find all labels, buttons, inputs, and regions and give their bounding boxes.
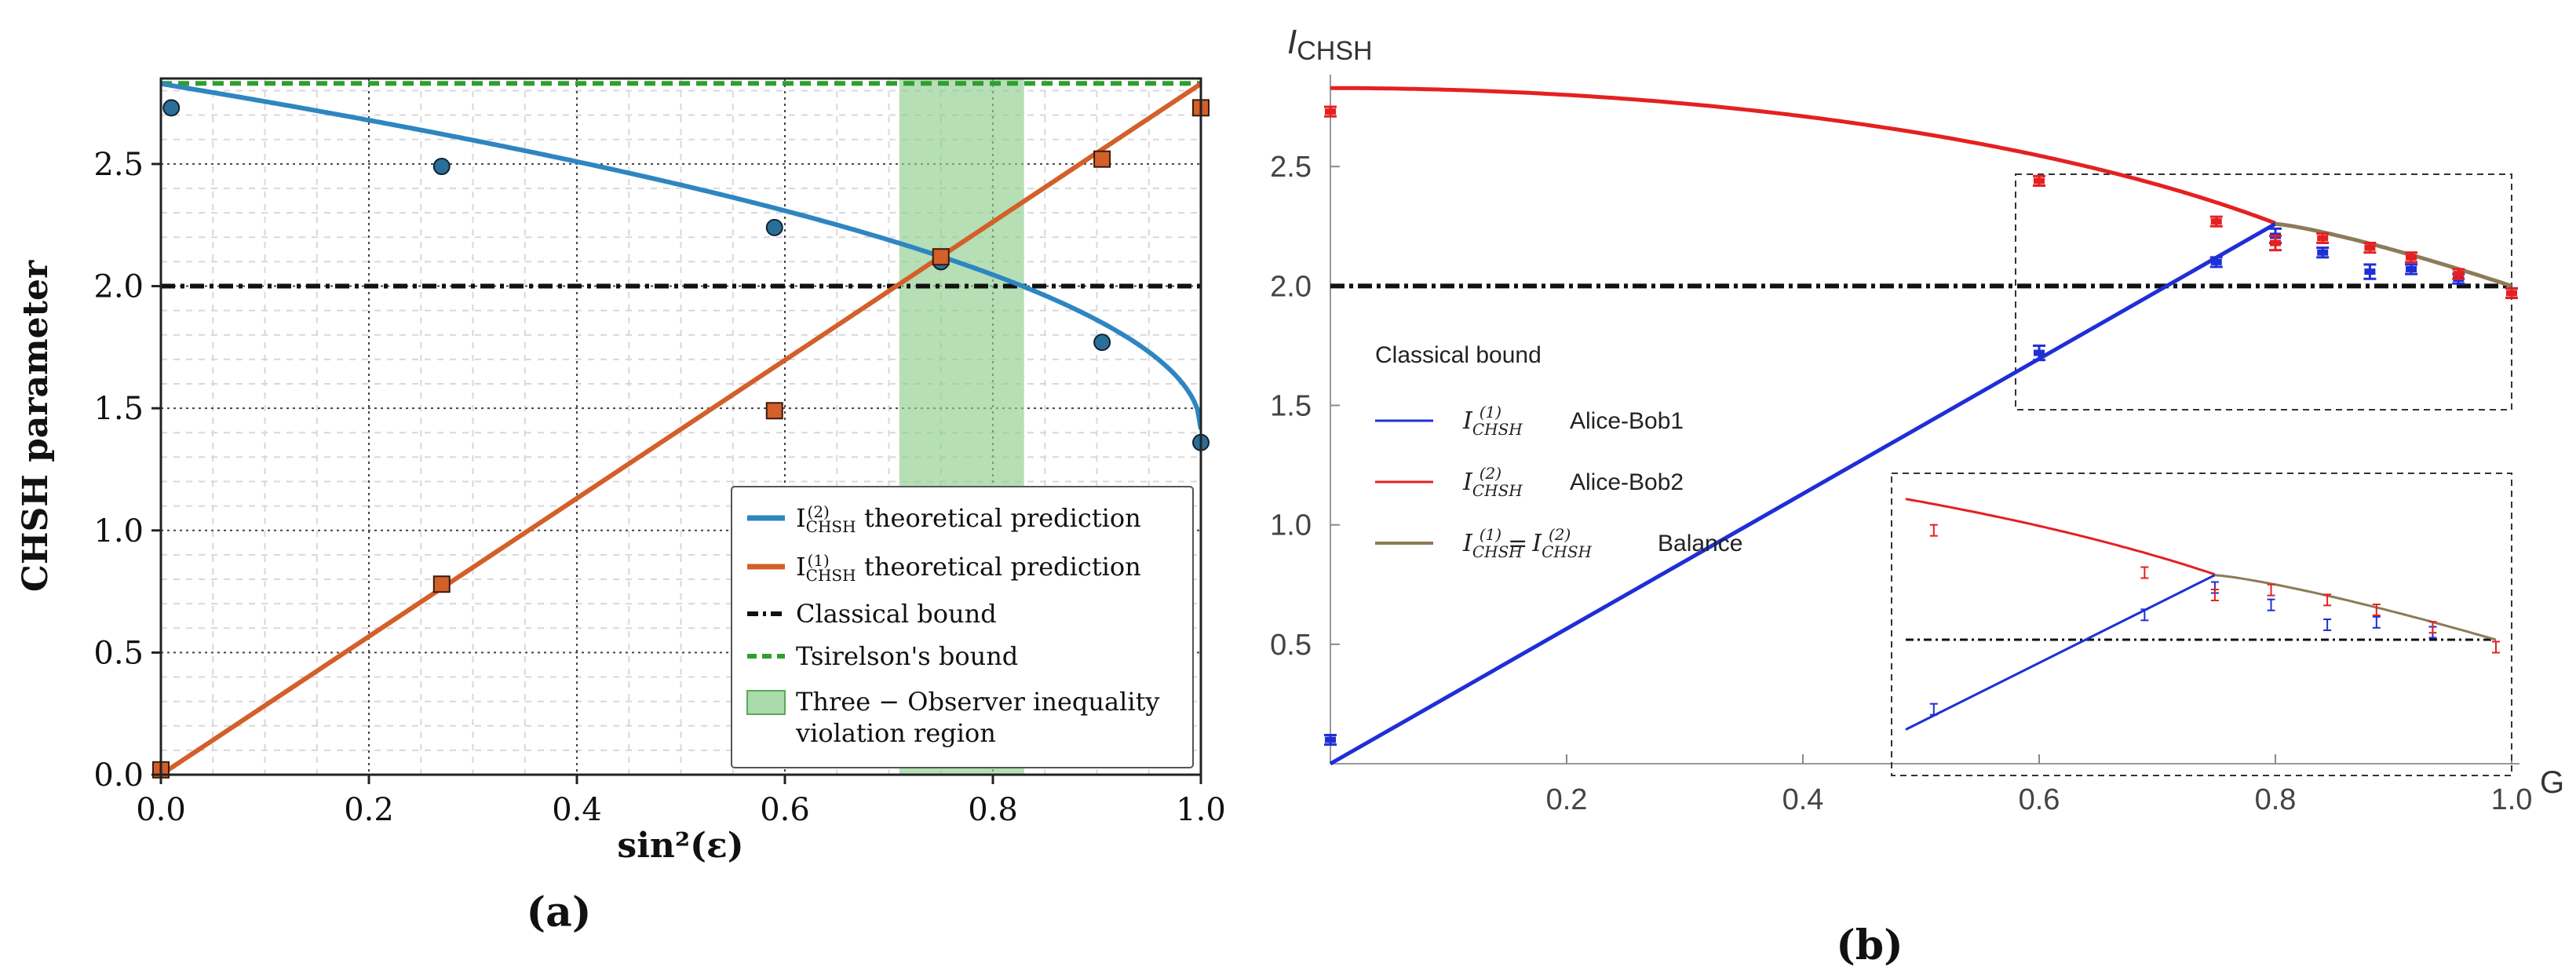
x-tick-label-a: 0.8 <box>968 792 1018 828</box>
zoom-region-box <box>2015 173 2512 411</box>
legend-symbol-i2-b: ICHSH(2) <box>1462 464 1523 500</box>
data-point-b <box>2364 268 2376 276</box>
panel-a: 0.0 0.2 0.4 0.6 0.8 1.0 0.0 0.5 1.0 1.5 2.0 2.5 CHS… <box>16 77 1226 936</box>
x-tick-label-a: 0.4 <box>552 792 602 828</box>
y-tick-label-a: 0.5 <box>93 635 144 671</box>
legend-symbol-i1-b: ICHSH(1) <box>1462 403 1523 439</box>
data-point-b <box>2317 249 2329 256</box>
data-point-b <box>2506 290 2517 297</box>
y-tick-label-a: 2.5 <box>93 147 144 183</box>
curve-alice-bob1 <box>1329 222 2277 766</box>
y-tick-label-a: 0.0 <box>93 757 144 794</box>
y-tick-label-a: 1.0 <box>93 513 144 549</box>
x-tick-label-a: 0.2 <box>344 792 394 828</box>
axes-b <box>1330 75 2519 765</box>
data-point-i2 <box>432 158 451 176</box>
legend-label-alice-bob1: Alice-Bob1 <box>1570 408 1684 434</box>
theory-curves-a <box>161 81 1201 775</box>
inset-curve-alice-bob2 <box>1905 498 2216 576</box>
legend-label-alice-bob2: Alice-Bob2 <box>1570 469 1684 495</box>
data-point-b <box>2270 239 2281 246</box>
data-point-b <box>1325 736 1336 743</box>
x-tick-label-b: 0.8 <box>2255 783 2297 816</box>
panel-b: 0.2 0.4 0.6 0.8 1.0 0.5 1.0 1.5 2.0 2.5 ICHSH G (… <box>1270 23 2564 969</box>
inset-plot <box>1905 498 2500 731</box>
data-point-i1 <box>432 575 451 593</box>
inset-curve-balance <box>2214 574 2497 641</box>
data-point-b <box>2406 266 2417 273</box>
bound-lines-a <box>161 81 1201 289</box>
x-axis-label-b: G <box>2540 765 2564 800</box>
data-point-b <box>2453 271 2465 278</box>
data-point-i2 <box>765 218 783 236</box>
y-tick-label-b: 1.5 <box>1270 390 1312 423</box>
data-point-b <box>2364 244 2376 251</box>
data-point-b <box>2317 235 2329 242</box>
data-point-b <box>2210 218 2222 225</box>
legend-label-region-2: violation region <box>795 718 996 748</box>
axes-frame-a <box>159 77 1202 776</box>
ticks-a: 0.0 0.2 0.4 0.6 0.8 1.0 0.0 0.5 1.0 1.5 2.0 2.5 <box>93 147 1225 828</box>
data-point-i2 <box>162 99 181 117</box>
data-point-i1 <box>1093 150 1111 168</box>
data-point-b <box>2034 349 2045 356</box>
data-points-b <box>1324 105 2518 746</box>
theory-curve-i2 <box>161 81 1201 430</box>
data-point-i1 <box>765 402 783 420</box>
legend-label-i2: ICHSH(2) theoretical prediction <box>796 502 1141 536</box>
legend-label-region-1: Three − Observer inequality <box>796 687 1160 717</box>
legend-label-tsirelson: Tsirelson's bound <box>796 641 1018 671</box>
inset-curve-alice-bob1 <box>1905 574 2216 731</box>
curves-b <box>1329 86 2512 766</box>
data-point-b <box>2210 258 2222 265</box>
data-points-a <box>152 99 1210 779</box>
panel-label-b: (b) <box>1836 921 1903 969</box>
legend-box-a <box>731 486 1194 768</box>
y-axis-label-a: CHSH parameter <box>16 260 56 592</box>
inset-box <box>1891 473 2512 776</box>
data-point-b <box>2406 254 2417 261</box>
y-tick-label-a: 1.5 <box>93 391 144 427</box>
data-point-b <box>2034 177 2045 184</box>
legend-symbol-balance: ICHSH(1) = ICHSH(2) <box>1462 525 1593 561</box>
y-tick-label-b: 0.5 <box>1270 629 1312 662</box>
y-tick-label-b: 2.0 <box>1270 270 1312 303</box>
legend-swatch-region <box>746 690 786 715</box>
y-tick-label-a: 2.0 <box>93 269 144 305</box>
x-tick-label-a: 1.0 <box>1176 792 1226 828</box>
y-axis-label-b: ICHSH <box>1287 23 1373 66</box>
y-tick-label-b: 2.5 <box>1270 151 1312 184</box>
curve-alice-bob2 <box>1330 86 2276 225</box>
legend-label-classical-a: Classical bound <box>796 599 997 629</box>
legend-label-balance: Balance <box>1658 531 1742 557</box>
x-tick-label-a: 0.6 <box>760 792 810 828</box>
x-tick-label-b: 0.4 <box>1782 783 1824 816</box>
y-tick-label-b: 1.0 <box>1270 509 1312 542</box>
data-point-b <box>1325 108 1336 115</box>
data-point-i2 <box>1093 334 1111 352</box>
x-tick-label-b: 0.2 <box>1546 783 1588 816</box>
panel-label-a: (a) <box>527 889 592 936</box>
x-tick-label-b: 0.6 <box>2019 783 2060 816</box>
legend-b: Classical bound ICHSH(1) Alice-Bob1 ICHS… <box>1375 342 1742 561</box>
legend-a: ICHSH(2) theoretical prediction ICHSH(1)… <box>731 486 1194 768</box>
legend-label-classical-b: Classical bound <box>1375 342 1542 368</box>
data-point-i1 <box>932 248 950 266</box>
curve-balance <box>2275 221 2512 288</box>
x-tick-label-a: 0.0 <box>136 792 186 828</box>
x-tick-label-b: 1.0 <box>2491 783 2533 816</box>
theory-curve-i1 <box>161 82 1201 775</box>
legend-label-i1: ICHSH(1) theoretical prediction <box>796 551 1141 585</box>
ticks-b: 0.2 0.4 0.6 0.8 1.0 0.5 1.0 1.5 2.0 2.5 <box>1270 151 2532 816</box>
x-axis-label-a: sin²(ε) <box>617 826 743 866</box>
